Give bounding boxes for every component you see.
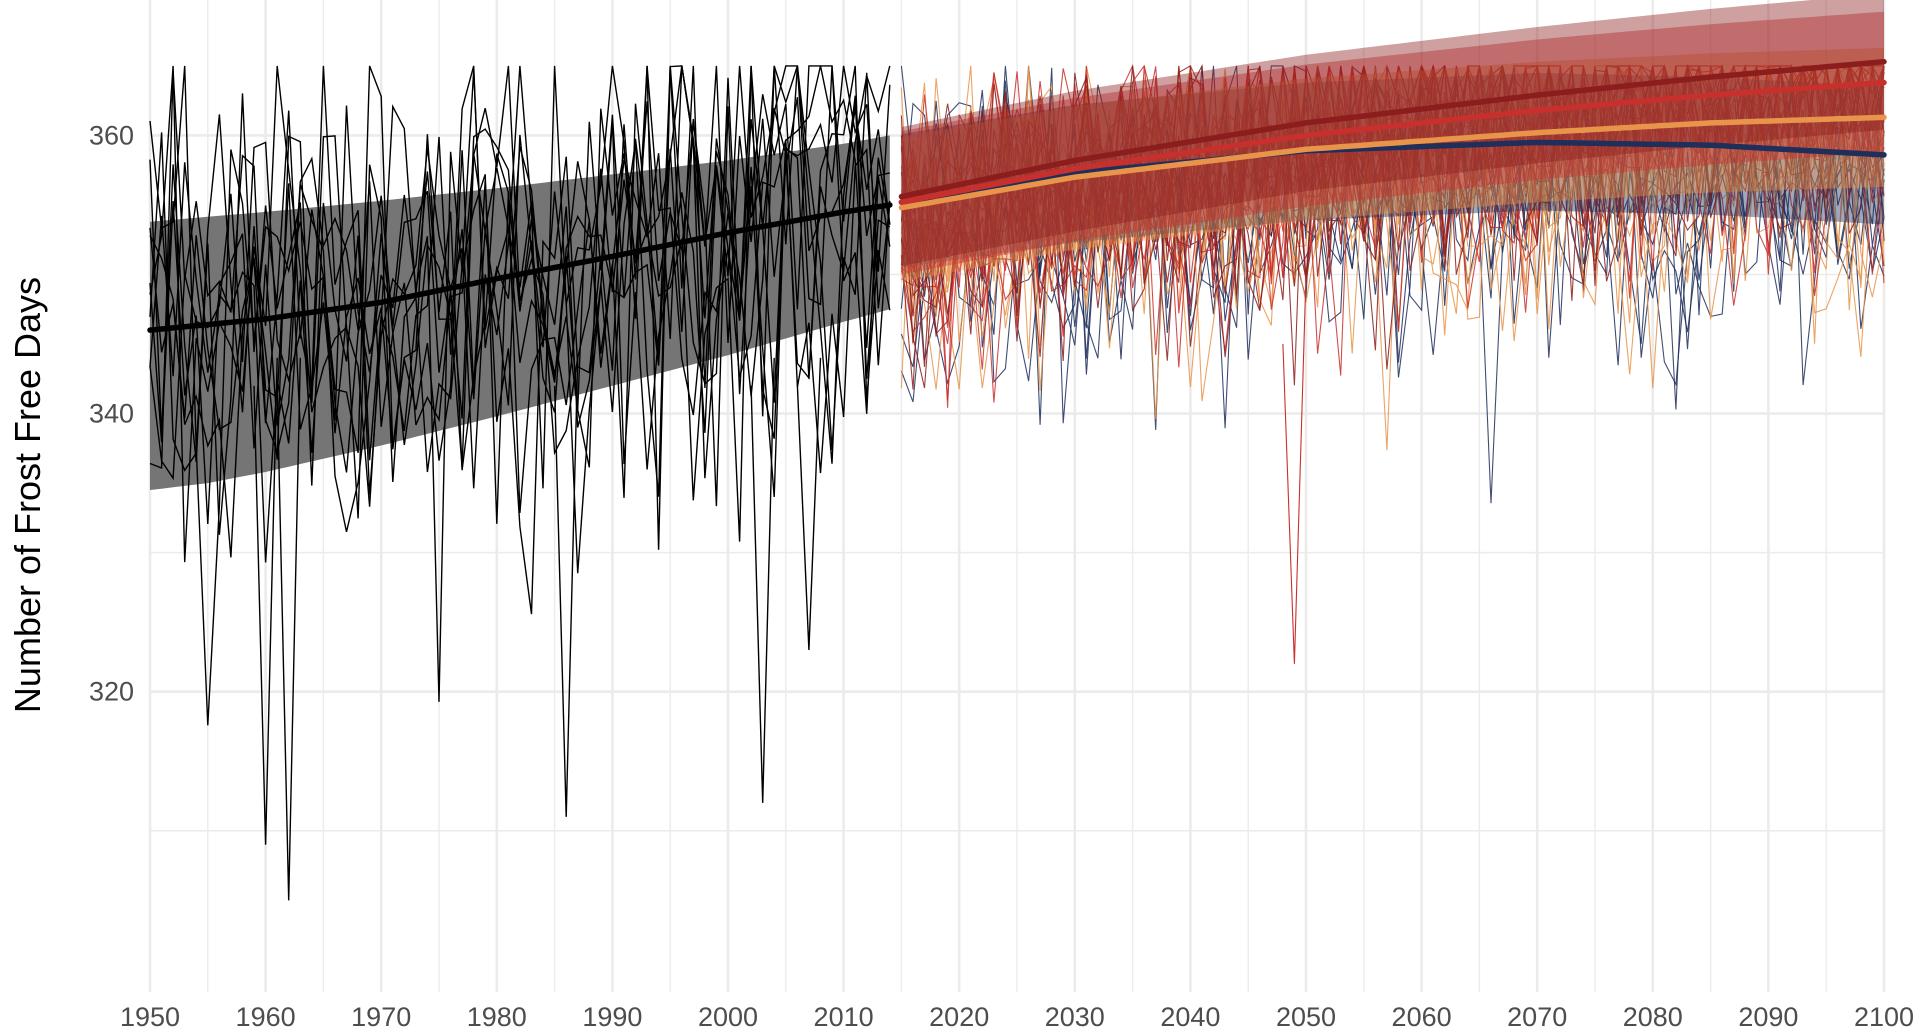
plot-panel <box>147 0 1887 901</box>
x-tick-label: 2060 <box>1392 1002 1452 1032</box>
x-tick-label: 1950 <box>120 1002 180 1032</box>
projection-ensemble-line <box>900 64 1885 352</box>
historical-ensemble-line <box>149 65 891 550</box>
x-tick-label: 2020 <box>929 1002 989 1032</box>
x-tick-label: 2000 <box>698 1002 758 1032</box>
x-tick-label: 2040 <box>1160 1002 1220 1032</box>
historical-ensemble-line <box>149 65 891 563</box>
x-tick-label: 1980 <box>467 1002 527 1032</box>
projection-extreme-line <box>1282 274 1307 664</box>
projection-ensemble-line <box>900 63 1885 317</box>
projection-ensemble-members <box>900 63 1885 664</box>
x-tick-label: 1960 <box>236 1002 296 1032</box>
projection-ensemble-line <box>901 63 1885 370</box>
projection-trend-lines <box>898 58 1887 211</box>
projection-trend-line <box>898 114 1887 211</box>
projection-ensemble-line <box>901 63 1885 333</box>
historical-extreme-line <box>750 357 775 803</box>
x-tick-label: 2050 <box>1276 1002 1336 1032</box>
projection-ensemble-line <box>900 65 1885 361</box>
historical-extreme-line <box>276 357 301 901</box>
historical-extreme-line <box>553 357 579 817</box>
x-tick-label: 2030 <box>1045 1002 1105 1032</box>
historical-ensemble-line <box>149 65 891 533</box>
projection-trend-line <box>898 139 1887 205</box>
historical-ensemble-line <box>149 65 891 726</box>
x-tick-label: 2070 <box>1507 1002 1567 1032</box>
projection-confidence-band <box>901 72 1884 268</box>
historical-trend-line <box>147 202 893 333</box>
projection-confidence-band <box>901 0 1884 267</box>
y-tick-label: 360 <box>89 120 134 150</box>
y-tick-label: 320 <box>89 677 134 707</box>
y-tick-label: 340 <box>89 399 134 429</box>
x-tick-label: 2010 <box>814 1002 874 1032</box>
x-tick-label: 2100 <box>1854 1002 1914 1032</box>
x-tick-label: 1970 <box>351 1002 411 1032</box>
projection-ensemble-line <box>900 64 1885 389</box>
projection-confidence-band <box>901 47 1884 282</box>
historical-ensemble-line <box>149 65 891 615</box>
x-axis-ticks: 1950 1960 1970 1980 1990 2000 2010 2020 2030 2040… <box>120 1002 1914 1032</box>
x-tick-label: 1990 <box>582 1002 642 1032</box>
historical-extreme-line <box>796 357 822 651</box>
y-axis-ticks: 320 340 360 <box>89 120 134 706</box>
historical-extreme-line <box>253 357 278 845</box>
projection-trend-line <box>898 58 1887 200</box>
x-tick-label: 2090 <box>1738 1002 1798 1032</box>
projection-ensemble-line <box>900 65 1884 344</box>
y-axis-title: Number of Frost Free Days <box>7 277 48 713</box>
x-tick-label: 2080 <box>1623 1002 1683 1032</box>
projection-trend-line <box>898 79 1887 205</box>
